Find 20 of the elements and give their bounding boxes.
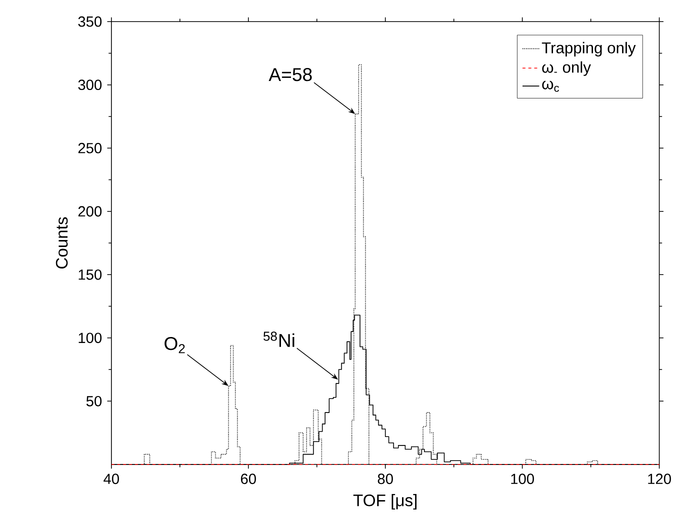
x-tick-label: 60 [240,474,256,484]
x-axis-title: TOF [μs] [353,494,417,510]
legend-label: Trapping only [542,42,636,56]
annotation: $^{58}$Ni [263,332,294,347]
y-tick-label: 200 [78,206,102,216]
y-tick-label: 250 [78,142,102,154]
y-tick-label: 350 [78,16,102,27]
y-tick-label: 300 [78,80,102,90]
y-tick-label: 150 [78,269,102,280]
annotation: A=58 [268,68,312,82]
x-tick-label: 80 [378,474,393,484]
y-tick-label: 50 [86,396,102,406]
legend-label: ω$_{c}$ [542,80,559,92]
annotation: O$_{2}$ [164,336,185,354]
x-tick-label: 100 [511,474,534,484]
y-tick-label: 100 [78,332,102,344]
x-tick-label: 120 [648,474,671,484]
y-axis-title: Counts [56,217,68,268]
legend-label: ω$_{-}$ only [542,61,591,76]
x-tick-label: 40 [104,474,119,484]
